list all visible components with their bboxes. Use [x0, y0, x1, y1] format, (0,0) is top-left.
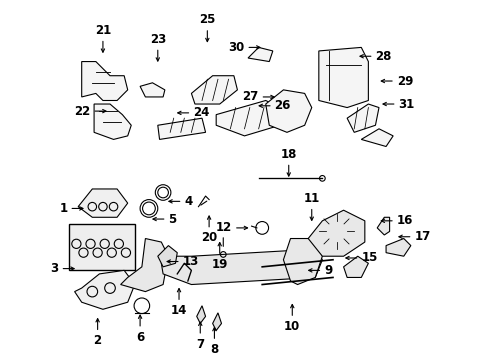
Polygon shape: [307, 210, 364, 256]
Text: 28: 28: [375, 50, 391, 63]
Polygon shape: [247, 48, 272, 62]
Polygon shape: [386, 239, 410, 256]
Polygon shape: [94, 104, 131, 139]
Text: 24: 24: [193, 106, 209, 120]
Text: 11: 11: [303, 192, 319, 205]
Text: 20: 20: [201, 231, 217, 244]
Text: 10: 10: [284, 320, 300, 333]
Text: 17: 17: [413, 230, 430, 243]
Text: 30: 30: [228, 41, 244, 54]
Text: 8: 8: [210, 343, 218, 356]
Text: 19: 19: [211, 258, 227, 271]
Text: 2: 2: [93, 334, 102, 347]
Polygon shape: [81, 62, 127, 100]
Text: 15: 15: [361, 252, 377, 265]
Text: 21: 21: [95, 24, 111, 37]
Polygon shape: [346, 104, 378, 132]
Text: 9: 9: [324, 264, 332, 277]
FancyBboxPatch shape: [69, 224, 135, 270]
Polygon shape: [212, 313, 221, 330]
Polygon shape: [121, 239, 168, 292]
Polygon shape: [196, 306, 205, 323]
Polygon shape: [161, 249, 322, 284]
Text: 16: 16: [396, 214, 412, 227]
Polygon shape: [191, 76, 237, 104]
Text: 12: 12: [215, 221, 232, 234]
Polygon shape: [283, 239, 322, 284]
Polygon shape: [158, 118, 205, 139]
Text: 13: 13: [182, 255, 199, 268]
Text: 18: 18: [280, 148, 296, 161]
Text: 14: 14: [170, 304, 187, 317]
Polygon shape: [318, 48, 367, 108]
Text: 27: 27: [242, 90, 258, 103]
Polygon shape: [216, 100, 279, 136]
Polygon shape: [78, 189, 127, 217]
Polygon shape: [158, 246, 177, 267]
Text: 31: 31: [398, 98, 414, 111]
Text: 5: 5: [168, 212, 176, 226]
Text: 29: 29: [396, 75, 412, 87]
Text: 6: 6: [136, 330, 144, 343]
Text: 4: 4: [184, 195, 192, 208]
Text: 3: 3: [50, 262, 59, 275]
Text: 1: 1: [59, 202, 67, 215]
Text: 25: 25: [199, 13, 215, 26]
Text: 23: 23: [149, 33, 165, 46]
Polygon shape: [343, 256, 367, 278]
Polygon shape: [361, 129, 392, 147]
Text: 7: 7: [196, 338, 204, 351]
Polygon shape: [265, 90, 311, 132]
Polygon shape: [376, 217, 389, 235]
Polygon shape: [75, 270, 135, 309]
Polygon shape: [140, 83, 164, 97]
Text: 22: 22: [74, 105, 90, 118]
Text: 26: 26: [274, 99, 290, 112]
